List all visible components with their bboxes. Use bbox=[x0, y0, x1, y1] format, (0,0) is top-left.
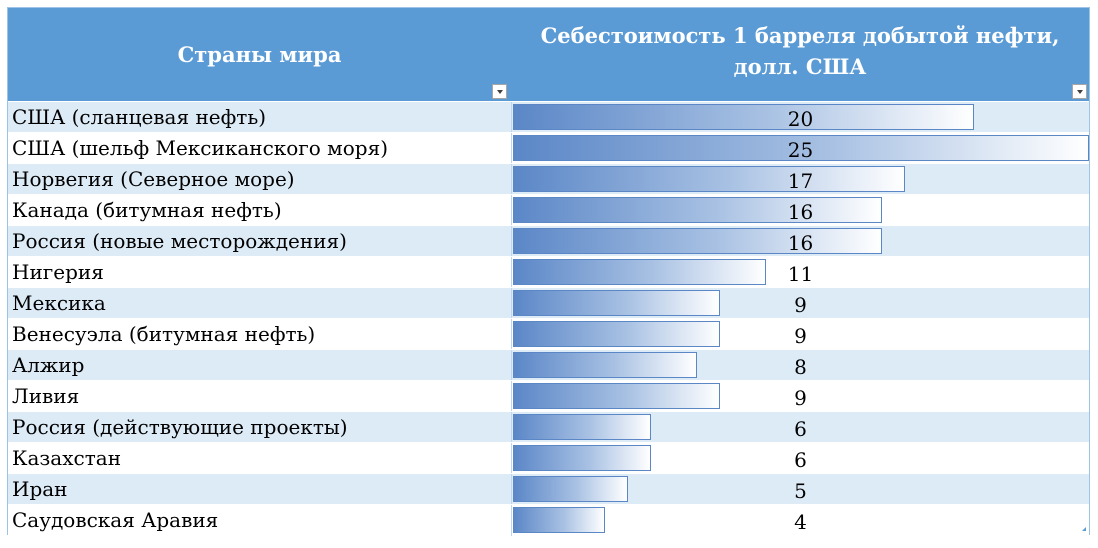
value-label: 11 bbox=[787, 262, 814, 286]
column-header-countries: Страны мира bbox=[8, 8, 511, 101]
value-label: 6 bbox=[794, 417, 807, 441]
resize-handle-icon[interactable] bbox=[1082, 527, 1086, 531]
table-row[interactable]: Казахстан 6 bbox=[8, 442, 1089, 474]
cell-divider bbox=[511, 412, 512, 443]
filter-button-cost[interactable] bbox=[1072, 84, 1087, 99]
chevron-down-icon bbox=[496, 89, 503, 94]
country-cell: Канада (битумная нефть) bbox=[12, 198, 282, 222]
table-row[interactable]: Канада (битумная нефть) 16 bbox=[8, 194, 1089, 226]
value-label: 6 bbox=[794, 448, 807, 472]
cell-divider bbox=[511, 164, 512, 195]
column-header-cost-line1: Себестоимость 1 барреля добытой нефти, bbox=[540, 22, 1060, 48]
table-row[interactable]: Норвегия (Северное море) 17 bbox=[8, 163, 1089, 195]
data-bar bbox=[513, 383, 720, 409]
value-label: 9 bbox=[794, 324, 807, 348]
country-cell: Саудовская Аравия bbox=[12, 508, 219, 532]
data-bar bbox=[513, 476, 628, 502]
cell-divider bbox=[511, 505, 512, 536]
country-cell: Казахстан bbox=[12, 446, 122, 470]
data-table: Страны мира Себестоимость 1 барреля добы… bbox=[7, 7, 1090, 536]
table-row[interactable]: Россия (новые месторождения) 16 bbox=[8, 225, 1089, 257]
cell-divider bbox=[511, 381, 512, 412]
value-label: 8 bbox=[794, 355, 807, 379]
table-row[interactable]: Ливия 9 bbox=[8, 380, 1089, 412]
chevron-down-icon bbox=[1076, 89, 1083, 94]
country-cell: США (сланцевая нефть) bbox=[12, 105, 267, 129]
cell-divider bbox=[511, 443, 512, 474]
data-bar bbox=[513, 352, 697, 378]
cell-divider bbox=[511, 257, 512, 288]
cell-divider bbox=[511, 288, 512, 319]
cell-divider bbox=[511, 102, 512, 133]
data-bar bbox=[513, 507, 605, 533]
value-label: 20 bbox=[787, 107, 814, 131]
data-bar bbox=[513, 228, 882, 254]
data-bar bbox=[513, 259, 766, 285]
data-bar bbox=[513, 197, 882, 223]
column-header-countries-label: Страны мира bbox=[177, 42, 342, 67]
column-header-cost: Себестоимость 1 барреля добытой нефти, д… bbox=[511, 8, 1089, 101]
value-label: 9 bbox=[794, 293, 807, 317]
value-label: 16 bbox=[787, 200, 814, 224]
value-label: 17 bbox=[787, 169, 814, 193]
table-row[interactable]: Алжир 8 bbox=[8, 349, 1089, 381]
table-row[interactable]: Иран 5 bbox=[8, 473, 1089, 505]
data-bar bbox=[513, 104, 974, 130]
table-row[interactable]: США (шельф Мексиканского моря) 25 bbox=[8, 132, 1089, 164]
filter-button-countries[interactable] bbox=[492, 84, 507, 99]
table-row[interactable]: США (сланцевая нефть) 20 bbox=[8, 101, 1089, 133]
value-label: 25 bbox=[787, 138, 814, 162]
table-header: Страны мира Себестоимость 1 барреля добы… bbox=[8, 8, 1089, 101]
country-cell: Алжир bbox=[12, 353, 85, 377]
data-bar bbox=[513, 166, 905, 192]
data-bar bbox=[513, 290, 720, 316]
cell-divider bbox=[511, 319, 512, 350]
cell-divider bbox=[511, 226, 512, 257]
value-label: 9 bbox=[794, 386, 807, 410]
table-row[interactable]: Венесуэла (битумная нефть) 9 bbox=[8, 318, 1089, 350]
value-label: 5 bbox=[794, 479, 807, 503]
table-row[interactable]: Мексика 9 bbox=[8, 287, 1089, 319]
country-cell: Иран bbox=[12, 477, 68, 501]
country-cell: Мексика bbox=[12, 291, 106, 315]
table-row[interactable]: Нигерия 11 bbox=[8, 256, 1089, 288]
country-cell: Россия (действующие проекты) bbox=[12, 415, 348, 439]
cell-divider bbox=[511, 350, 512, 381]
data-bar bbox=[513, 414, 651, 440]
country-cell: Ливия bbox=[12, 384, 80, 408]
data-bar bbox=[513, 135, 1089, 161]
country-cell: Норвегия (Северное море) bbox=[12, 167, 295, 191]
table-row[interactable]: Саудовская Аравия 4 bbox=[8, 504, 1089, 536]
country-cell: США (шельф Мексиканского моря) bbox=[12, 136, 389, 160]
table-body: США (сланцевая нефть) 20 США (шельф Мексик… bbox=[8, 101, 1089, 536]
data-bar bbox=[513, 321, 720, 347]
column-header-cost-line2: долл. США bbox=[733, 53, 867, 79]
table-row[interactable]: Россия (действующие проекты) 6 bbox=[8, 411, 1089, 443]
value-label: 4 bbox=[794, 510, 807, 534]
country-cell: Венесуэла (битумная нефть) bbox=[12, 322, 316, 346]
value-label: 16 bbox=[787, 231, 814, 255]
country-cell: Россия (новые месторождения) bbox=[12, 229, 347, 253]
cell-divider bbox=[511, 195, 512, 226]
cell-divider bbox=[511, 133, 512, 164]
data-bar bbox=[513, 445, 651, 471]
cell-divider bbox=[511, 474, 512, 505]
country-cell: Нигерия bbox=[12, 260, 104, 284]
